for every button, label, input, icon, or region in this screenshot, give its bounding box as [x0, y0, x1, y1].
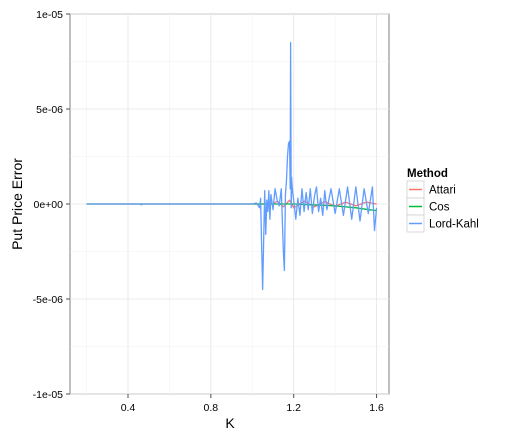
y-tick-label: -1e-05: [33, 389, 64, 401]
x-tick-label: 0.4: [121, 402, 136, 414]
series-layer: [86, 41, 378, 291]
y-tick-label: 1e-05: [36, 9, 63, 21]
legend-label: Cos: [429, 202, 450, 214]
x-tick-label: 1.2: [286, 402, 301, 414]
x-axis-title: K: [225, 415, 235, 431]
y-tick-label: 0e+00: [34, 199, 64, 211]
series-line-attari: [86, 199, 377, 209]
y-axis-title: Put Price Error: [9, 158, 25, 250]
x-tick-label: 1.6: [369, 402, 384, 414]
series-line-cos: [86, 203, 377, 212]
legend-label: Attari: [429, 185, 456, 197]
legend: Method Attari Cos Lord-Kahl: [406, 168, 479, 233]
y-tick-label: 5e-06: [36, 104, 63, 116]
legend-title: Method: [407, 168, 448, 180]
x-tick-label: 0.8: [204, 402, 219, 414]
axes: 0.4 0.8 1.2 1.6 -1e-05 -5e-06 0e+00 5e-06 1e-05: [33, 9, 384, 414]
legend-label: Lord-Kahl: [429, 219, 479, 231]
y-tick-label: -5e-06: [33, 294, 64, 306]
series-line-lord-kahl: [86, 41, 378, 291]
